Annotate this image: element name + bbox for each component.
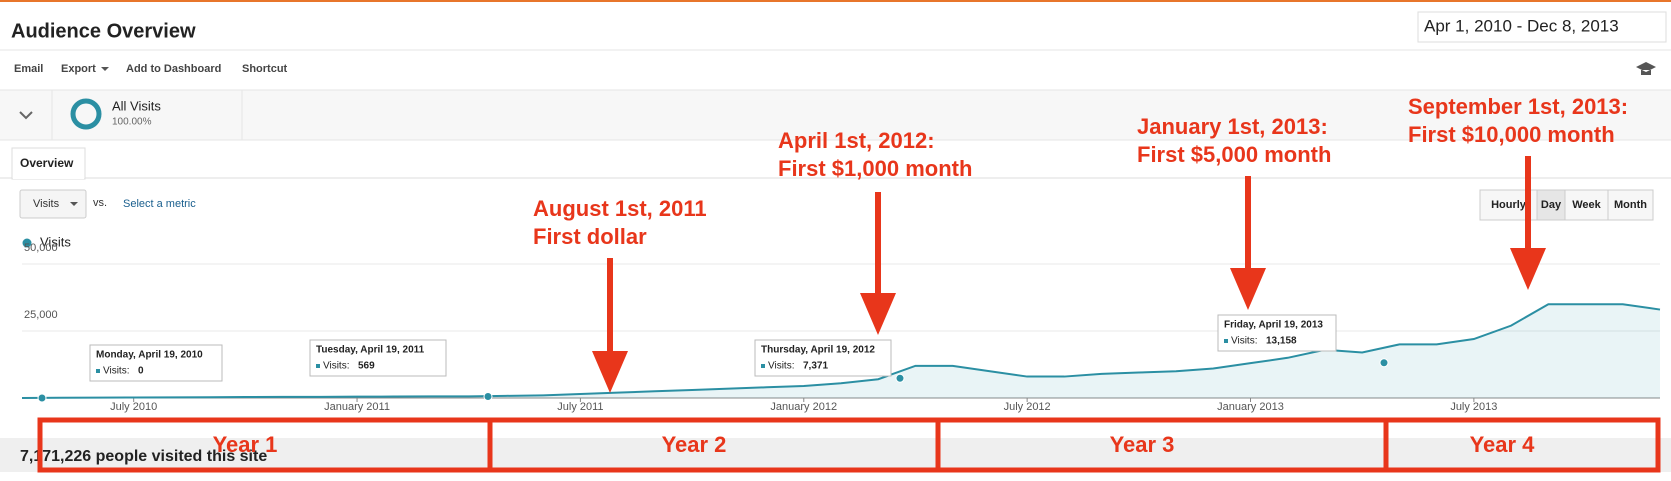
summary-band [0,438,1671,472]
legend-swatch [22,238,32,248]
granularity-button[interactable] [1536,189,1566,221]
period-box [1383,417,1661,473]
tooltip [309,339,447,377]
email-button[interactable]: Email [14,63,43,75]
period-label: Year 3 [1110,432,1175,457]
tooltip-date: Friday, April 19, 2013 [1224,320,1323,331]
tooltip-label: Visits: [1231,336,1258,347]
vs-label: vs. [93,197,107,209]
x-tick-label: January 2013 [1217,401,1284,413]
x-tick-label: July 2010 [110,401,157,413]
annotation: August 1st, 2011 [533,196,707,221]
tooltip-point [37,393,47,403]
annotation: January 1st, 2013: [1137,114,1328,139]
metric-label[interactable]: Visits [33,198,60,210]
tab[interactable] [11,147,86,180]
shortcut-button[interactable]: Shortcut [242,63,288,75]
help-icon[interactable] [1636,62,1656,75]
tab-label[interactable]: Overview [20,156,74,170]
annotation: September 1st, 2013: [1408,94,1628,119]
annotation-arrow [592,258,628,393]
export-button[interactable]: Export [61,63,96,75]
annotation-arrow [860,192,896,335]
plot: 25,000 50,000 July 2010 January 2011 July 20… [21,242,1661,413]
tooltip-value: 7,371 [803,361,828,372]
granularity-label[interactable]: Day [1541,199,1562,211]
period-label: Year 2 [662,432,727,457]
granularity-button[interactable] [1564,189,1609,221]
tooltip-swatch [761,364,765,368]
tooltip [1217,314,1337,352]
annotation-arrow [1230,176,1266,310]
granularity-buttons: Hourly Day Week Month [1479,189,1654,221]
page-title: Audience Overview [11,20,196,42]
x-tick-label: July 2011 [557,401,603,413]
tooltip-label: Visits: [323,361,350,372]
dropdown-caret [70,202,78,206]
tooltip-label: Visits: [103,366,130,377]
annotation-arrow [1510,156,1546,290]
tooltip-point [1379,358,1389,368]
dashboard-button[interactable]: Add to Dashboard [126,63,221,75]
date-range[interactable]: Apr 1, 2010 - Dec 8, 2013 [1424,16,1619,35]
tooltip-swatch [1224,339,1228,343]
annotation: First $10,000 month [1408,122,1615,147]
tooltip [89,344,223,382]
x-tick-label: July 2012 [1004,401,1051,413]
tooltip-swatch [316,364,320,368]
segment-bar [0,90,1671,140]
granularity-button[interactable] [1607,189,1654,221]
legend-label: Visits [40,234,71,249]
top-bar [0,0,1671,2]
tooltip [754,339,892,377]
tooltip-label: Visits: [768,361,795,372]
compare-link[interactable]: Select a metric [123,198,196,210]
tooltip-date: Monday, April 19, 2010 [96,350,203,361]
collapse-chevron[interactable] [19,111,33,120]
segment-name[interactable]: All Visits [112,98,161,113]
y-tick-label: 50,000 [24,242,58,254]
annotation: First dollar [533,224,647,249]
tooltip-point [483,391,493,401]
tooltip-swatch [96,369,100,373]
annotation: First $1,000 month [778,156,972,181]
x-tick-label: January 2012 [770,401,837,413]
period-label: Year 1 [213,432,278,457]
tooltip-point [895,373,905,383]
segment-donut [70,98,102,130]
date-range-picker[interactable] [1417,11,1667,43]
granularity-label[interactable]: Month [1614,199,1647,211]
y-tick-label: 25,000 [24,309,58,321]
granularity-label[interactable]: Week [1572,199,1601,211]
granularity-label[interactable]: Hourly [1491,199,1527,211]
tooltip-value: 0 [138,366,144,377]
x-tick-label: January 2011 [324,401,390,413]
area [22,304,1660,398]
annotation: First $5,000 month [1137,142,1331,167]
period-label: Year 4 [1470,432,1536,457]
segment-share: 100.00% [112,117,152,128]
tooltip-value: 569 [358,361,375,372]
tooltip-date: Thursday, April 19, 2012 [761,345,875,356]
x-tick-label: July 2013 [1450,401,1497,413]
annotation: April 1st, 2012: [778,128,935,153]
annotations: August 1st, 2011 First dollar April 1st, 2… [37,94,1661,473]
tooltip-value: 13,158 [1266,336,1297,347]
tooltip-date: Tuesday, April 19, 2011 [316,345,425,356]
summary: 7,171,226 people visited this site [20,448,267,465]
line [21,303,1661,399]
dropdown-caret [101,67,109,71]
metric-dropdown[interactable] [19,189,87,219]
